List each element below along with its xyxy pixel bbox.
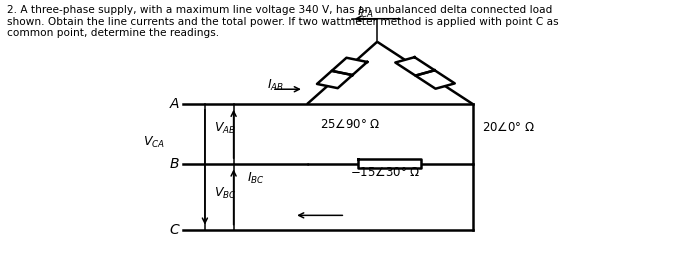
Text: $V_{AB}$: $V_{AB}$ <box>214 121 237 136</box>
Text: A: A <box>170 97 179 111</box>
Text: $I_{BC}$: $I_{BC}$ <box>247 171 265 186</box>
Text: $-15\angle 30°\;\Omega$: $-15\angle 30°\;\Omega$ <box>350 166 421 179</box>
Text: B: B <box>170 157 179 171</box>
Text: $20\angle 0°\;\Omega$: $20\angle 0°\;\Omega$ <box>483 121 535 134</box>
Text: $I_{CA}$: $I_{CA}$ <box>357 5 374 20</box>
Text: $25\angle 90°\;\Omega$: $25\angle 90°\;\Omega$ <box>319 118 380 131</box>
Text: C: C <box>170 223 179 237</box>
Text: 2. A three-phase supply, with a maximum line voltage 340 V, has an unbalanced de: 2. A three-phase supply, with a maximum … <box>7 5 559 38</box>
Text: $V_{CA}$: $V_{CA}$ <box>143 135 165 150</box>
Text: $V_{BC}$: $V_{BC}$ <box>214 186 237 201</box>
Text: $I_{AB}$: $I_{AB}$ <box>266 78 284 93</box>
